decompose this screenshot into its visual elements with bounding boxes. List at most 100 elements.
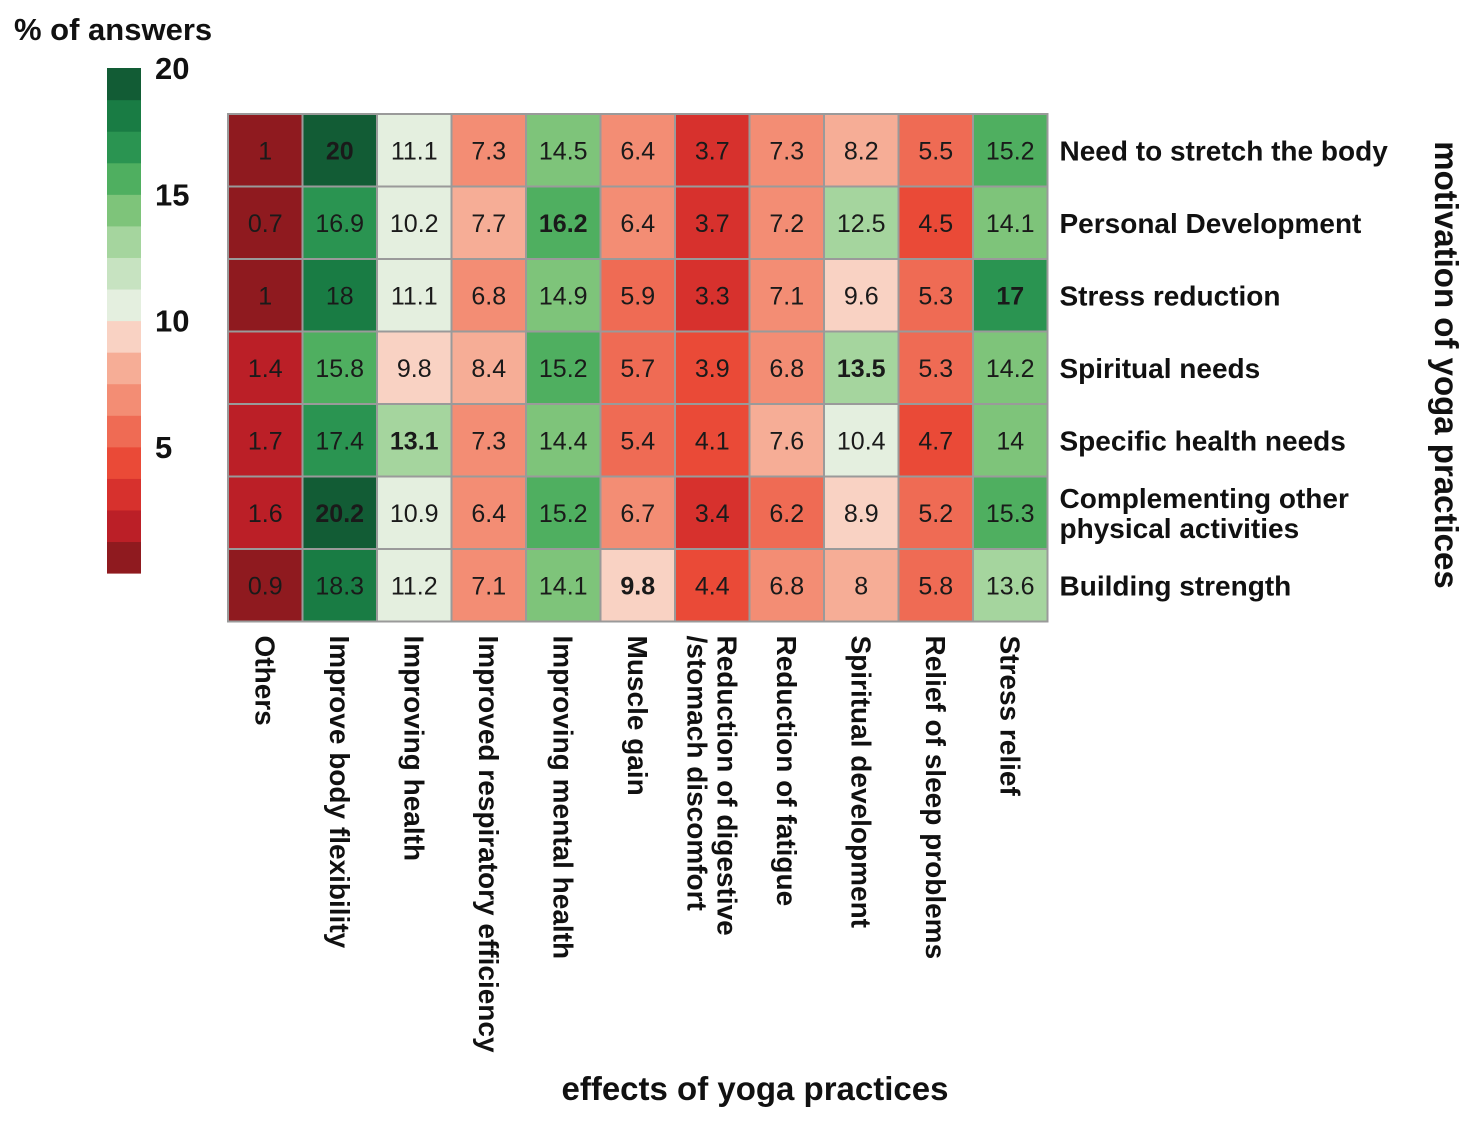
column-labels: Others Improve body flexibility Improving … bbox=[249, 636, 1025, 1053]
cell-value-label: 7.3 bbox=[471, 137, 506, 165]
legend-swatch bbox=[107, 509, 141, 543]
heatmap-cell bbox=[376, 185, 453, 260]
heatmap-cell bbox=[227, 258, 304, 333]
cell-value-label: 5.5 bbox=[918, 137, 953, 165]
cell-value-label: 15.8 bbox=[315, 355, 364, 383]
heatmap-cell bbox=[599, 258, 676, 333]
cell-value-label: 13.5 bbox=[837, 355, 886, 383]
cell-value-label: 6.8 bbox=[769, 355, 804, 383]
svg-text:Improved respiratory efficienc: Improved respiratory efficiency bbox=[473, 636, 504, 1053]
legend-swatch bbox=[107, 68, 141, 101]
heatmap-cell bbox=[972, 258, 1049, 333]
svg-text:/stomach discomfort: /stomach discomfort bbox=[681, 636, 712, 911]
svg-text:Stress relief: Stress relief bbox=[994, 636, 1025, 797]
cell-value-label: 1 bbox=[258, 137, 272, 165]
cell-value-label: 1.4 bbox=[248, 355, 283, 383]
cell-value-label: 20.2 bbox=[315, 500, 364, 528]
svg-text:Muscle gain: Muscle gain bbox=[622, 636, 653, 796]
cell-value-label: 10.4 bbox=[837, 427, 886, 455]
heatmap-cell bbox=[972, 548, 1049, 623]
row-label: Need to stretch the body bbox=[1060, 135, 1389, 166]
cell-value-label: 7.6 bbox=[769, 427, 804, 455]
cell-value-label: 1 bbox=[258, 282, 272, 310]
column-label: Improved respiratory efficiency bbox=[473, 636, 504, 1053]
column-label: Improving mental health bbox=[547, 636, 578, 960]
column-label: Spiritual development bbox=[845, 636, 876, 929]
row-label: Spiritual needs bbox=[1060, 353, 1261, 384]
cell-value-label: 17.4 bbox=[315, 427, 364, 455]
legend-swatch bbox=[107, 415, 141, 448]
cell-value-label: 10.9 bbox=[390, 500, 439, 528]
cell-value-label: 1.6 bbox=[248, 500, 283, 528]
heatmap-cell bbox=[599, 113, 676, 188]
legend-swatch bbox=[107, 446, 141, 479]
cell-value-label: 1.7 bbox=[248, 427, 283, 455]
legend-swatch bbox=[107, 162, 141, 195]
heatmap-cell bbox=[674, 258, 751, 333]
cell-value-label: 7.1 bbox=[769, 282, 804, 310]
cell-value-label: 5.4 bbox=[620, 427, 655, 455]
cell-value-label: 18.3 bbox=[315, 572, 364, 600]
cell-value-label: 9.8 bbox=[397, 355, 432, 383]
heatmap-cell bbox=[674, 185, 751, 260]
heatmap-grid: 1 20 11.1 7.3 14.5 6.4 3.7 7.3 8.2 5.5 15.20.7 16.9… bbox=[227, 113, 1049, 623]
cell-value-label: 9.8 bbox=[620, 572, 655, 600]
row-label: Personal Development bbox=[1060, 208, 1362, 239]
svg-text:Relief of sleep problems: Relief of sleep problems bbox=[920, 636, 951, 960]
cell-value-label: 12.5 bbox=[837, 210, 886, 238]
cell-value-label: 6.8 bbox=[769, 572, 804, 600]
column-label: Muscle gain bbox=[622, 636, 653, 796]
heatmap-cell bbox=[525, 403, 602, 478]
cell-value-label: 6.4 bbox=[620, 137, 655, 165]
svg-text:Reduction of fatigue: Reduction of fatigue bbox=[771, 636, 802, 907]
legend-swatch bbox=[107, 383, 141, 416]
legend-tick-label: 20 bbox=[155, 51, 189, 86]
heatmap-cell bbox=[525, 258, 602, 333]
cell-value-label: 18 bbox=[326, 282, 354, 310]
row-label: Complementing other physical activities bbox=[1060, 483, 1349, 544]
row-label: Stress reduction bbox=[1060, 280, 1281, 311]
cell-value-label: 14.5 bbox=[539, 137, 588, 165]
cell-value-label: 5.2 bbox=[918, 500, 953, 528]
heatmap-cell bbox=[748, 113, 825, 188]
heatmap-cell bbox=[972, 185, 1049, 260]
cell-value-label: 7.7 bbox=[471, 210, 506, 238]
cell-value-label: 6.2 bbox=[769, 500, 804, 528]
y-axis-title: motivation of yoga practices bbox=[1428, 141, 1465, 588]
heatmap-cell bbox=[748, 548, 825, 623]
cell-value-label: 15.2 bbox=[539, 355, 588, 383]
cell-value-label: 3.9 bbox=[695, 355, 730, 383]
cell-value-label: 8.2 bbox=[844, 137, 879, 165]
heatmap-cell bbox=[823, 258, 900, 333]
heatmap-cell bbox=[599, 185, 676, 260]
heatmap-cell bbox=[227, 113, 304, 188]
svg-text:Others: Others bbox=[249, 636, 280, 726]
cell-value-label: 3.3 bbox=[695, 282, 730, 310]
heatmap-cell bbox=[823, 548, 900, 623]
cell-value-label: 5.7 bbox=[620, 355, 655, 383]
heatmap-cell bbox=[599, 548, 676, 623]
cell-value-label: 8.9 bbox=[844, 500, 879, 528]
cell-value-label: 7.3 bbox=[769, 137, 804, 165]
heatmap-cell bbox=[599, 403, 676, 478]
heatmap-cell bbox=[450, 403, 527, 478]
heatmap-cell bbox=[897, 403, 974, 478]
cell-value-label: 6.4 bbox=[620, 210, 655, 238]
row-labels: Need to stretch the body Personal Develop… bbox=[1060, 135, 1389, 601]
row-label: Specific health needs bbox=[1060, 425, 1346, 456]
cell-value-label: 4.4 bbox=[695, 572, 730, 600]
cell-value-label: 14 bbox=[996, 427, 1024, 455]
cell-value-label: 20 bbox=[326, 137, 354, 165]
column-label: Improve body flexibility bbox=[324, 636, 355, 949]
cell-value-label: 13.1 bbox=[390, 427, 439, 455]
cell-value-label: 8 bbox=[854, 572, 868, 600]
heatmap-cell bbox=[823, 475, 900, 550]
legend-swatch bbox=[107, 225, 141, 258]
heatmap-cell bbox=[972, 403, 1049, 478]
heatmap-cell bbox=[972, 330, 1049, 405]
legend-swatch bbox=[107, 541, 141, 574]
cell-value-label: 14.1 bbox=[986, 210, 1035, 238]
cell-value-label: 10.2 bbox=[390, 210, 439, 238]
column-label: Reduction of fatigue bbox=[771, 636, 802, 907]
